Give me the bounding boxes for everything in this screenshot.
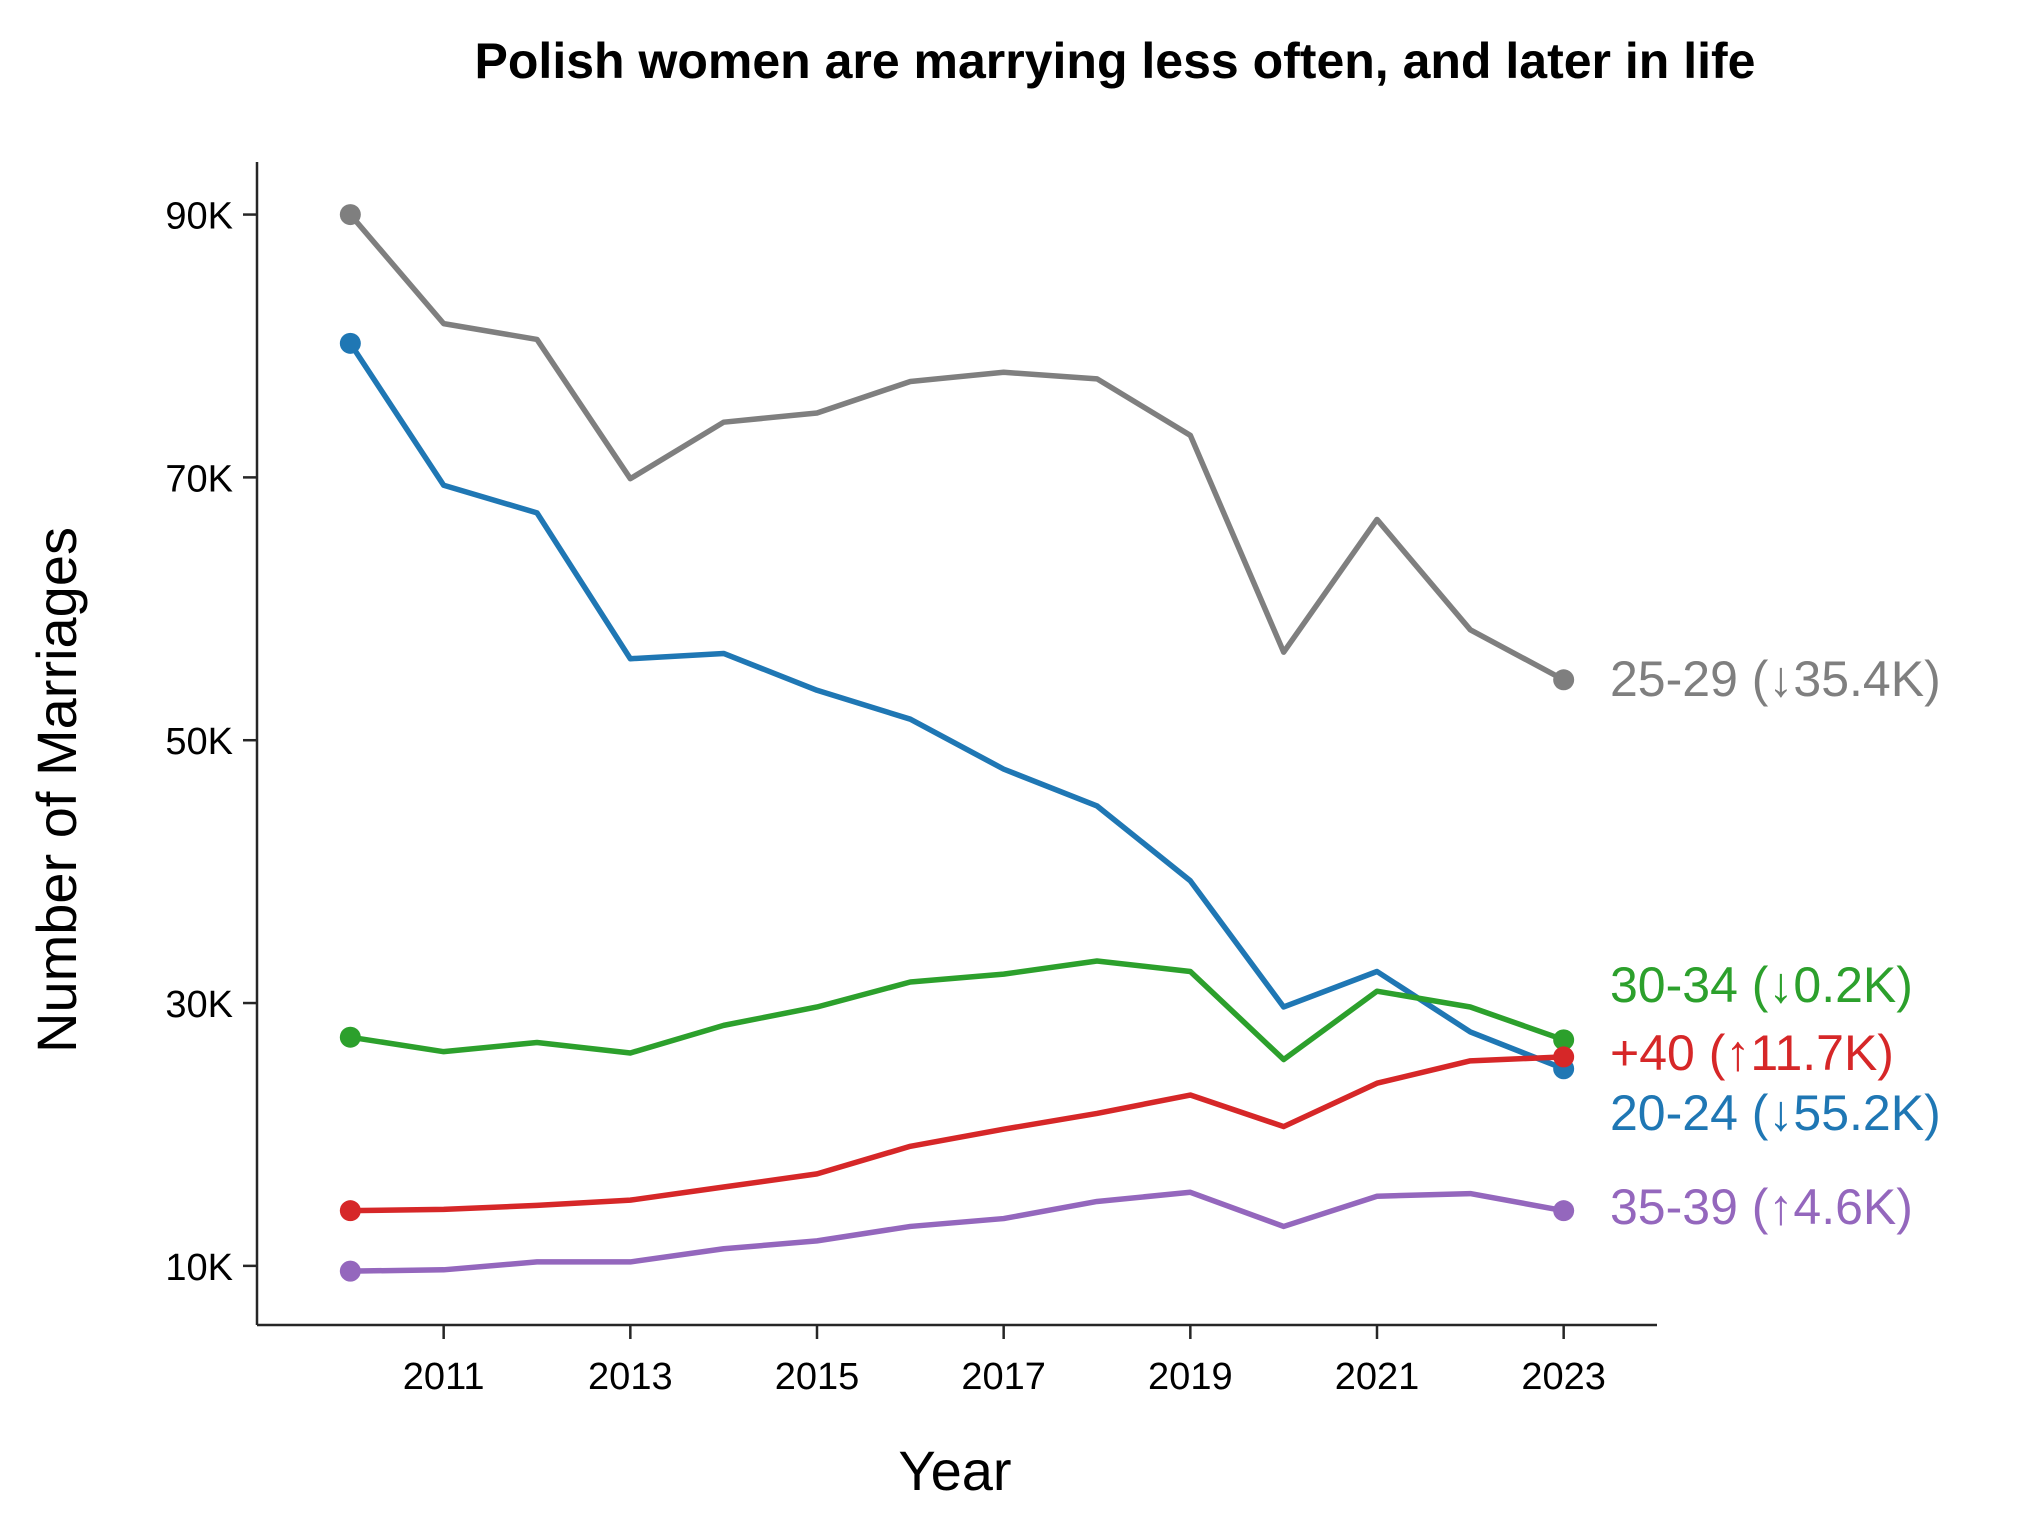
y-tick-label: 10K [165,1247,233,1289]
series-line-+40 [347,1054,1567,1214]
series-end-label-20-24: 20-24 (↓55.2K) [1610,1085,1941,1141]
series-end-label-25-29: 25-29 (↓35.4K) [1610,651,1941,707]
series-end-label-30-34: 30-34 (↓0.2K) [1610,957,1913,1013]
y-axis-label: Number of Marriages [25,527,88,1053]
x-tick-label: 2021 [1335,1356,1420,1398]
y-tick-label: 30K [165,984,233,1026]
series-end-point-30-34 [1553,1029,1575,1051]
x-tick-label: 2011 [403,1356,485,1398]
y-tick-label: 90K [165,196,233,238]
axes: 2011 2013 2015 2017 2019 2021 2023 10K 30K 50K 70K… [165,162,1657,1398]
series-end-label-35-39: 35-39 (↑4.6K) [1610,1179,1913,1235]
series-line-30-34 [347,958,1567,1063]
x-tick-label: 2023 [1521,1356,1606,1398]
series-line-20-24 [347,340,1567,1072]
chart-title: Polish women are marrying less often, an… [475,33,1756,89]
series-start-point-+40 [339,1200,361,1222]
y-tick-label: 70K [165,458,233,500]
series-line-25-29 [347,211,1567,683]
x-tick-label: 2017 [961,1356,1046,1398]
series-end-point-25-29 [1553,669,1575,691]
series-start-point-35-39 [339,1260,361,1282]
series-end-label-+40: +40 (↑11.7K) [1610,1025,1894,1081]
series-lines [339,204,1575,1282]
x-tick-label: 2019 [1148,1356,1233,1398]
series-start-point-25-29 [339,204,361,226]
x-tick-label: 2015 [775,1356,860,1398]
series-line-35-39 [347,1189,1567,1274]
series-start-point-20-24 [339,332,361,354]
x-axis-label: Year [898,1439,1011,1502]
series-end-point-35-39 [1553,1200,1575,1222]
y-tick-label: 50K [165,721,233,763]
series-start-point-30-34 [339,1026,361,1048]
series-end-labels: 25-29 (↓35.4K) 20-24 (↓55.2K) 30-34 (↓0.2K… [1610,651,1941,1235]
x-tick-label: 2013 [588,1356,673,1398]
series-end-point-+40 [1553,1046,1575,1068]
